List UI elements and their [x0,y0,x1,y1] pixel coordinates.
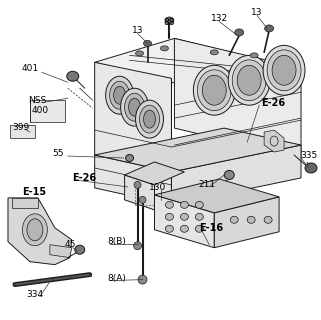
Polygon shape [8,198,72,265]
Ellipse shape [250,53,258,58]
Ellipse shape [235,29,244,36]
Text: 13: 13 [251,8,263,17]
Polygon shape [171,145,301,205]
Text: E-16: E-16 [199,223,223,233]
Text: 45: 45 [64,240,75,249]
Ellipse shape [197,70,231,111]
Ellipse shape [125,93,144,121]
Ellipse shape [202,75,226,105]
Ellipse shape [138,275,147,284]
Text: E-26: E-26 [261,98,285,108]
Ellipse shape [75,245,85,254]
Polygon shape [12,198,38,208]
Ellipse shape [264,216,272,223]
Text: 399: 399 [12,123,29,132]
Ellipse shape [22,214,47,246]
Polygon shape [264,130,284,152]
Ellipse shape [143,110,155,128]
Ellipse shape [165,17,174,24]
Text: 335: 335 [300,150,317,159]
Ellipse shape [195,201,203,208]
Ellipse shape [180,201,188,208]
Ellipse shape [180,213,188,220]
Polygon shape [174,38,301,158]
Polygon shape [95,155,171,205]
Ellipse shape [232,60,266,101]
Ellipse shape [27,219,43,241]
Ellipse shape [129,98,141,116]
Ellipse shape [230,216,238,223]
Ellipse shape [195,213,203,220]
Text: 130: 130 [149,183,166,192]
Ellipse shape [237,65,261,95]
Polygon shape [154,195,214,248]
Ellipse shape [110,81,130,109]
Ellipse shape [135,51,143,56]
Ellipse shape [272,55,296,85]
Ellipse shape [67,71,79,81]
Text: 8(A): 8(A) [108,274,126,283]
Ellipse shape [126,155,134,162]
Ellipse shape [180,225,188,232]
Ellipse shape [165,225,173,232]
Ellipse shape [114,86,126,104]
Text: 88: 88 [164,18,175,27]
Ellipse shape [228,55,270,105]
Polygon shape [125,162,184,185]
Text: 8(B): 8(B) [108,237,126,246]
Ellipse shape [263,45,305,95]
Polygon shape [125,175,154,210]
Text: E-15: E-15 [22,187,46,197]
Ellipse shape [193,65,235,115]
Text: NSS: NSS [28,96,46,105]
Ellipse shape [143,40,152,46]
Ellipse shape [265,25,273,32]
Polygon shape [95,128,301,172]
Ellipse shape [134,242,142,250]
Ellipse shape [210,50,218,55]
Ellipse shape [140,105,160,133]
Ellipse shape [139,196,146,203]
Polygon shape [95,62,171,172]
Ellipse shape [160,46,169,51]
Polygon shape [214,197,279,248]
Ellipse shape [224,171,234,180]
Ellipse shape [135,100,163,138]
Text: 211: 211 [199,180,216,189]
Text: 13: 13 [132,26,143,35]
Text: 132: 132 [211,14,228,23]
Text: 55: 55 [52,148,64,157]
Text: 400: 400 [32,106,49,115]
Text: E-26: E-26 [72,173,96,183]
Ellipse shape [305,163,317,173]
Ellipse shape [165,201,173,208]
Polygon shape [30,100,65,122]
Ellipse shape [106,76,134,114]
Ellipse shape [134,181,141,188]
Polygon shape [95,38,301,95]
Ellipse shape [267,50,301,91]
Ellipse shape [165,213,173,220]
Polygon shape [154,179,279,213]
Ellipse shape [121,88,149,126]
Polygon shape [50,245,72,258]
Text: 334: 334 [26,290,43,299]
Text: 401: 401 [21,64,39,73]
Polygon shape [10,125,35,138]
Ellipse shape [195,225,203,232]
Ellipse shape [247,216,255,223]
